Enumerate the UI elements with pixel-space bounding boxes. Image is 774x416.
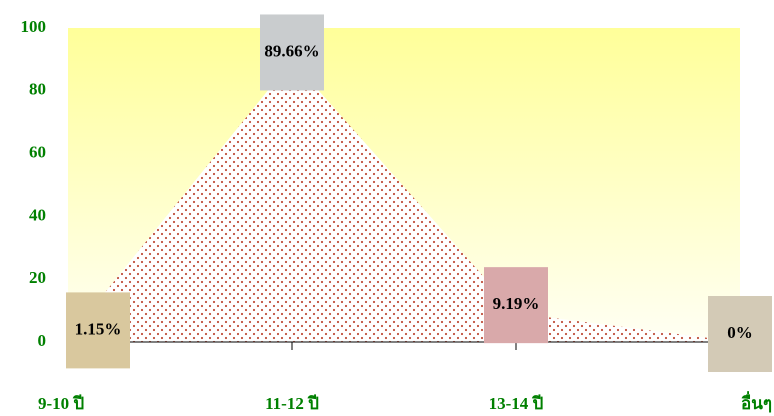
x-tick-label: 9-10 ปี — [38, 393, 84, 413]
data-label: 1.15% — [75, 319, 122, 338]
x-tick-label: อื่นๆ — [741, 391, 772, 413]
x-tick-label: 13-14 ปี — [489, 393, 544, 413]
data-label-box — [66, 292, 130, 369]
y-tick-label: 0 — [38, 331, 47, 350]
data-label: 89.66% — [264, 41, 319, 60]
y-tick-label: 20 — [29, 268, 46, 287]
data-label-box — [708, 296, 772, 372]
data-label: 0% — [727, 323, 753, 342]
data-label-box — [260, 14, 324, 91]
data-label-box — [484, 267, 548, 344]
y-tick-label: 80 — [29, 80, 46, 99]
y-tick-label: 100 — [21, 17, 47, 36]
y-tick-label: 60 — [29, 143, 46, 162]
data-label: 9.19% — [493, 294, 540, 313]
area — [68, 60, 740, 343]
x-tick-label: 11-12 ปี — [265, 393, 319, 413]
y-tick-label: 40 — [29, 205, 46, 224]
